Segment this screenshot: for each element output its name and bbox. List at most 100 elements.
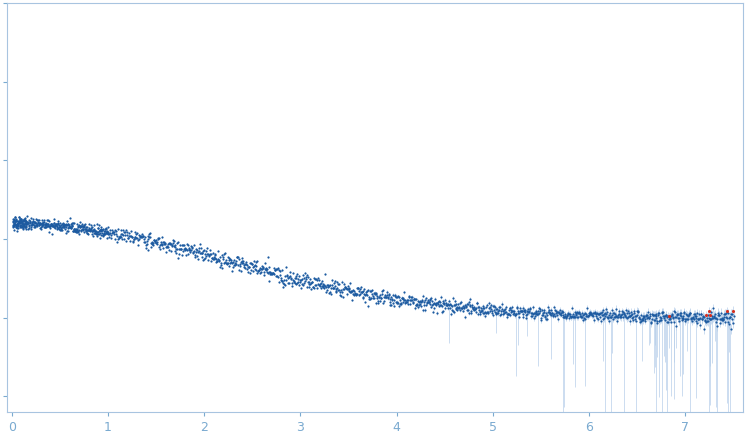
Point (486, 307, 498, 314)
Point (327, 279, 339, 286)
Point (395, 299, 407, 306)
Point (579, 310, 591, 317)
Point (313, 282, 325, 289)
Point (103, 231, 115, 238)
Point (72, 227, 84, 234)
Point (324, 281, 336, 288)
Point (420, 295, 432, 302)
Point (501, 310, 513, 317)
Point (646, 310, 658, 317)
Point (540, 309, 552, 316)
Point (8, 220, 20, 227)
Point (451, 301, 463, 308)
Point (659, 317, 671, 324)
Point (20, 223, 32, 230)
Point (300, 276, 312, 283)
Point (364, 287, 376, 294)
Point (333, 287, 345, 294)
Point (10, 224, 22, 231)
Point (409, 305, 421, 312)
Point (651, 312, 662, 319)
Point (524, 309, 536, 316)
Point (248, 266, 260, 273)
Point (639, 317, 651, 324)
Point (373, 294, 385, 301)
Point (579, 316, 591, 323)
Point (71, 229, 83, 236)
Point (245, 260, 257, 267)
Point (592, 309, 604, 316)
Point (323, 289, 335, 296)
Point (532, 311, 544, 318)
Point (422, 299, 434, 306)
Point (328, 284, 340, 291)
Point (357, 288, 369, 295)
Point (127, 239, 139, 246)
Point (198, 247, 210, 254)
Point (23, 221, 35, 228)
Point (483, 307, 495, 314)
Point (269, 264, 280, 271)
Point (16, 216, 28, 223)
Point (17, 220, 29, 227)
Point (263, 264, 275, 271)
Point (569, 310, 581, 317)
Point (564, 310, 576, 317)
Point (612, 318, 624, 325)
Point (47, 222, 59, 229)
Point (71, 226, 83, 233)
Point (148, 236, 160, 243)
Point (9, 221, 21, 228)
Point (726, 310, 738, 317)
Point (442, 301, 454, 308)
Point (519, 307, 531, 314)
Point (268, 270, 280, 277)
Point (362, 287, 374, 294)
Point (177, 248, 189, 255)
Point (22, 225, 34, 232)
Point (82, 231, 94, 238)
Point (201, 247, 213, 254)
Point (88, 221, 100, 228)
Point (131, 235, 143, 242)
Point (625, 311, 637, 318)
Point (574, 309, 586, 316)
Point (216, 259, 228, 266)
Point (315, 280, 327, 287)
Point (643, 314, 655, 321)
Point (25, 224, 37, 231)
Point (55, 226, 67, 233)
Point (80, 225, 92, 232)
Point (148, 239, 160, 246)
Point (570, 312, 582, 319)
Point (31, 223, 43, 230)
Point (77, 222, 89, 229)
Point (264, 271, 276, 277)
Point (341, 291, 353, 298)
Point (449, 302, 461, 309)
Point (195, 249, 207, 256)
Point (476, 306, 488, 313)
Point (637, 317, 649, 324)
Point (661, 319, 673, 326)
Point (640, 311, 652, 318)
Point (98, 226, 110, 233)
Point (191, 252, 203, 259)
Point (568, 313, 580, 320)
Point (113, 232, 125, 239)
Point (27, 216, 39, 223)
Point (398, 295, 410, 302)
Point (436, 303, 448, 310)
Point (401, 298, 413, 305)
Point (198, 256, 210, 263)
Point (431, 309, 443, 316)
Point (723, 314, 735, 321)
Point (465, 302, 477, 309)
Point (562, 312, 574, 319)
Point (704, 311, 716, 318)
Point (162, 243, 174, 250)
Point (209, 252, 221, 259)
Point (392, 299, 404, 306)
Point (69, 227, 81, 234)
Point (34, 221, 46, 228)
